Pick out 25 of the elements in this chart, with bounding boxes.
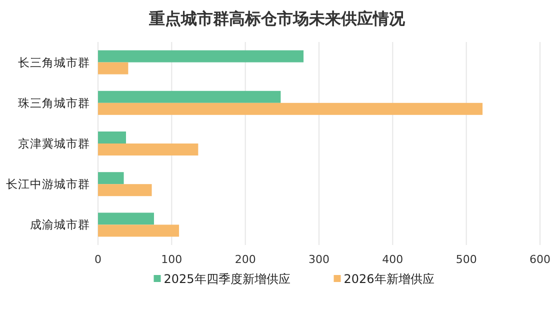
bar: [98, 62, 128, 74]
bar: [98, 132, 126, 144]
x-tick-label: 200: [234, 253, 256, 266]
bar: [98, 172, 124, 184]
y-tick-label: 长三角城市群: [18, 55, 90, 70]
chart-title: 重点城市群高标仓市场未来供应情况: [148, 9, 406, 28]
bar: [98, 144, 198, 156]
bar: [98, 184, 152, 196]
y-tick-label: 长江中游城市群: [6, 177, 90, 192]
legend-label: 2025年四季度新增供应: [164, 272, 290, 286]
x-tick-label: 500: [456, 253, 477, 266]
bar: [98, 90, 281, 103]
y-tick-label: 京津冀城市群: [18, 136, 90, 150]
x-tick-label: 0: [94, 253, 102, 266]
x-tick-label: 300: [308, 253, 330, 266]
y-tick-label: 珠三角城市群: [18, 96, 90, 110]
bar: [98, 212, 154, 225]
bar: [98, 224, 180, 237]
y-tick-label: 成渝城市群: [30, 218, 90, 232]
legend-label: 2026年新增供应: [344, 272, 434, 286]
x-tick-label: 400: [382, 253, 404, 266]
x-tick-label: 100: [161, 253, 182, 266]
x-tick-label: 600: [530, 253, 550, 266]
bar: [98, 102, 483, 115]
bar: [98, 50, 304, 62]
